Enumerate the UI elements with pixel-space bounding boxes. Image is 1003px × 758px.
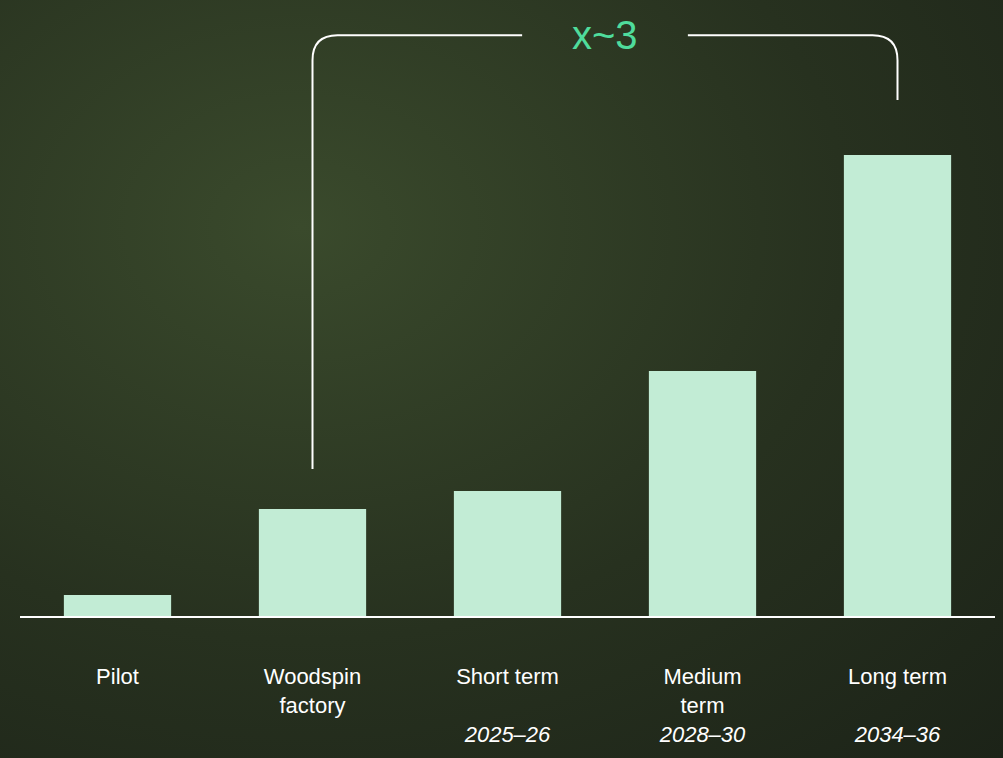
svg-text:Pilot: Pilot [96, 664, 139, 689]
svg-text:Mediumterm2028–30: Mediumterm2028–30 [659, 664, 746, 746]
svg-text:x~3: x~3 [572, 13, 638, 57]
svg-text:Long term 2034–36: Long term 2034–36 [848, 664, 947, 746]
svg-text:Woodspinfactory: Woodspinfactory [264, 664, 361, 718]
svg-text:Short term 2025–26: Short term 2025–26 [456, 664, 559, 746]
